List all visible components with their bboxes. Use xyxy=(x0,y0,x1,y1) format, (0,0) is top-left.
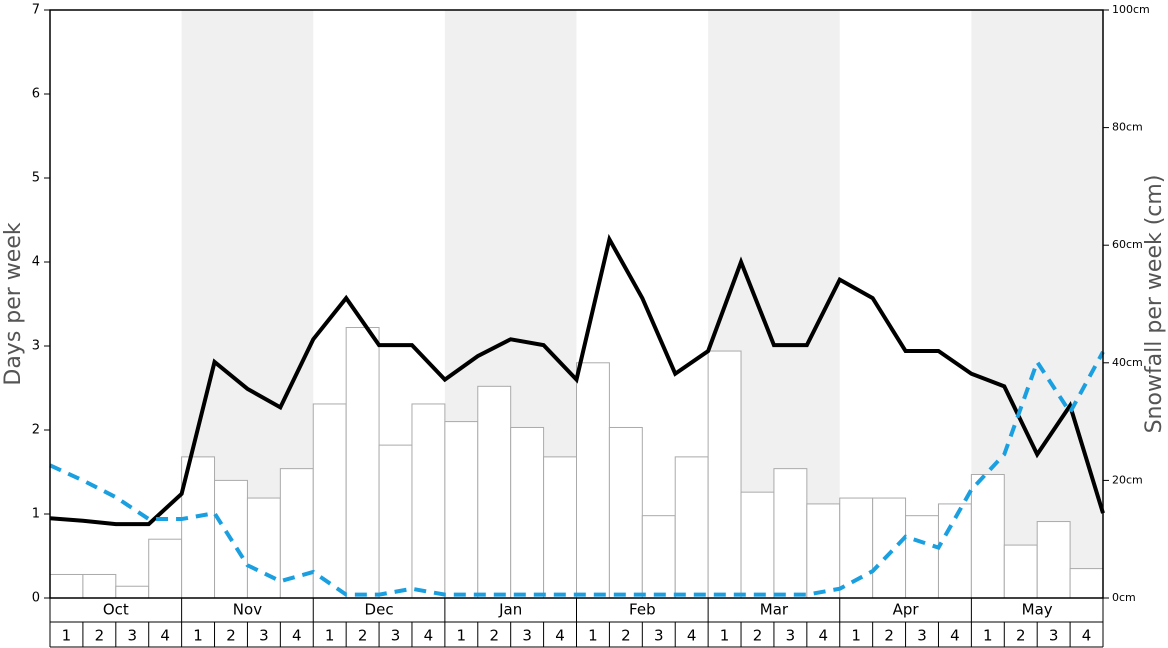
week-label: 4 xyxy=(292,627,302,645)
bar xyxy=(246,497,281,599)
month-label: Dec xyxy=(365,601,394,619)
month-label: Oct xyxy=(103,601,129,619)
week-label: 3 xyxy=(391,627,401,645)
bar xyxy=(444,421,479,599)
bar xyxy=(839,497,874,599)
month-label: May xyxy=(1022,601,1053,619)
y-tick-label: 0 xyxy=(32,591,40,606)
y-tick-label: 4 xyxy=(32,255,40,270)
y-axis-label: Days per week xyxy=(1,222,26,385)
y2-tick-label: 100cm xyxy=(1112,3,1150,16)
bar xyxy=(181,456,216,599)
week-label: 1 xyxy=(457,627,467,645)
bar xyxy=(872,497,907,599)
week-label: 2 xyxy=(753,627,763,645)
week-label: 2 xyxy=(1016,627,1026,645)
line-series xyxy=(49,350,1105,597)
week-label: 2 xyxy=(226,627,236,645)
bar xyxy=(937,503,972,599)
line-series xyxy=(49,233,1105,527)
week-label: 1 xyxy=(193,627,203,645)
bar xyxy=(345,327,380,599)
y2-axis-label: Snowfall per week (cm) xyxy=(1142,175,1167,434)
month-label: Feb xyxy=(629,601,656,619)
week-label: 4 xyxy=(555,627,565,645)
bar xyxy=(740,491,775,599)
week-label: 4 xyxy=(1082,627,1092,645)
y-tick-label: 1 xyxy=(32,507,40,522)
bar xyxy=(115,585,150,599)
week-label: 3 xyxy=(1049,627,1059,645)
week-label: 2 xyxy=(884,627,894,645)
week-label: 1 xyxy=(983,627,993,645)
bar xyxy=(148,538,183,599)
bar xyxy=(608,426,643,599)
bar xyxy=(312,403,347,599)
week-label: 1 xyxy=(62,627,72,645)
y-tick-label: 7 xyxy=(32,3,40,18)
y-tick-label: 2 xyxy=(32,423,40,438)
bar xyxy=(1069,568,1104,599)
week-label: 3 xyxy=(522,627,532,645)
y2-tick-label: 60cm xyxy=(1112,238,1143,251)
y2-tick-label: 80cm xyxy=(1112,121,1143,134)
week-label: 1 xyxy=(588,627,598,645)
bar xyxy=(707,350,742,599)
week-label: 2 xyxy=(95,627,105,645)
week-label: 1 xyxy=(851,627,861,645)
bar xyxy=(378,444,413,599)
y-tick-label: 3 xyxy=(32,339,40,354)
week-label: 2 xyxy=(489,627,499,645)
week-label: 4 xyxy=(687,627,697,645)
week-label: 4 xyxy=(819,627,829,645)
bar xyxy=(510,426,545,599)
week-label: 3 xyxy=(654,627,664,645)
week-label: 3 xyxy=(259,627,269,645)
bar xyxy=(905,515,939,599)
bar xyxy=(543,456,577,599)
y2-tick-label: 40cm xyxy=(1112,356,1143,369)
month-label: Apr xyxy=(893,601,920,619)
week-label: 2 xyxy=(621,627,631,645)
bar xyxy=(674,456,709,599)
week-label: 3 xyxy=(917,627,927,645)
week-label: 2 xyxy=(358,627,368,645)
bar xyxy=(970,474,1005,599)
month-label: Nov xyxy=(233,601,262,619)
bar xyxy=(806,503,841,599)
week-label: 3 xyxy=(786,627,796,645)
bar xyxy=(576,362,610,599)
week-label: 1 xyxy=(325,627,335,645)
week-label: 4 xyxy=(160,627,170,645)
bar xyxy=(477,385,512,599)
bar xyxy=(773,468,808,599)
bar xyxy=(1003,544,1038,599)
week-label: 1 xyxy=(720,627,730,645)
month-label: Jan xyxy=(498,601,522,619)
y2-tick-label: 20cm xyxy=(1112,473,1143,486)
y-tick-label: 6 xyxy=(32,87,40,102)
bar xyxy=(49,573,84,599)
bar xyxy=(411,403,446,599)
y2-tick-label: 0cm xyxy=(1112,591,1136,604)
bar xyxy=(641,515,676,599)
month-label: Mar xyxy=(760,601,789,619)
bar xyxy=(279,468,314,599)
week-label: 3 xyxy=(127,627,137,645)
bar xyxy=(1036,521,1071,599)
week-label: 4 xyxy=(424,627,434,645)
y-tick-label: 5 xyxy=(32,171,40,186)
week-label: 4 xyxy=(950,627,960,645)
bar xyxy=(82,573,117,599)
